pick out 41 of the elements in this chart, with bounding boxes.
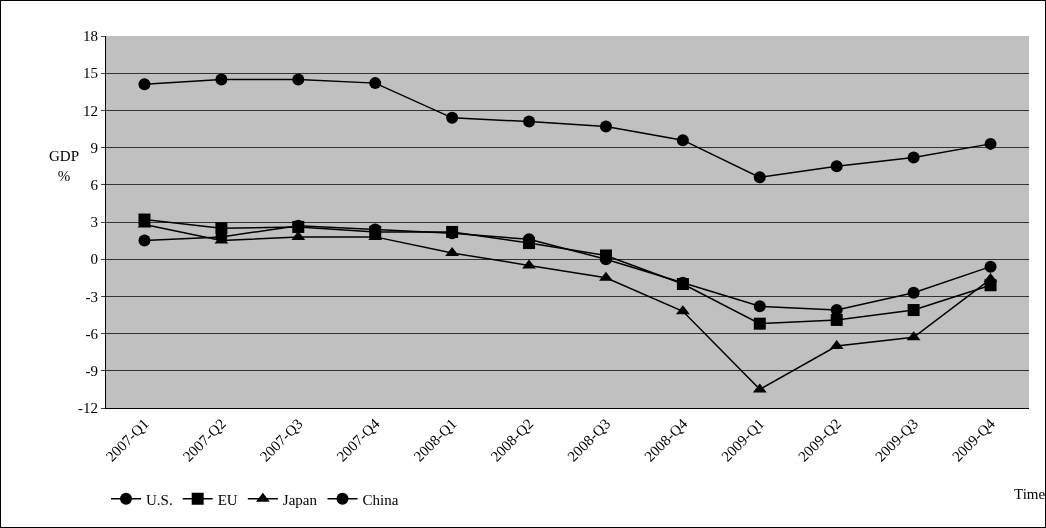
point xyxy=(599,249,612,262)
y-tick-label: -6 xyxy=(85,325,99,342)
y-tick-label: -9 xyxy=(85,363,98,380)
point xyxy=(523,115,536,128)
y-tick-label: 0 xyxy=(90,251,98,268)
point xyxy=(753,300,766,313)
point xyxy=(523,237,536,250)
legend-label: EU xyxy=(217,491,238,508)
point xyxy=(984,137,997,150)
point xyxy=(599,271,613,281)
point xyxy=(907,151,920,164)
point xyxy=(369,77,382,90)
point xyxy=(753,317,766,330)
point xyxy=(599,120,612,133)
point xyxy=(522,259,536,269)
point xyxy=(830,160,843,173)
y-tick-label: 12 xyxy=(83,102,98,119)
point xyxy=(138,234,151,247)
point xyxy=(753,171,766,184)
y-tick-label: 15 xyxy=(83,65,98,82)
y-tick-label: -12 xyxy=(78,400,98,417)
point xyxy=(446,111,459,124)
y-axis-title: GDP % xyxy=(49,148,80,184)
y-tick-label: 6 xyxy=(90,177,99,194)
point xyxy=(676,134,689,147)
y-tick-label: 18 xyxy=(83,28,98,45)
point xyxy=(907,286,920,299)
x-axis-title: Time xyxy=(1014,486,1046,502)
point xyxy=(292,73,305,86)
point xyxy=(215,222,228,235)
y-tick-label: 3 xyxy=(90,214,98,231)
legend-label: China xyxy=(362,491,399,508)
legend-label: Japan xyxy=(282,491,318,508)
point xyxy=(984,260,997,273)
point xyxy=(215,73,228,86)
point xyxy=(830,313,843,326)
point xyxy=(907,304,920,317)
point xyxy=(138,78,151,91)
legend-label: U.S. xyxy=(146,491,173,508)
y-tick-label: 9 xyxy=(90,139,98,156)
y-tick-label: -3 xyxy=(85,288,98,305)
